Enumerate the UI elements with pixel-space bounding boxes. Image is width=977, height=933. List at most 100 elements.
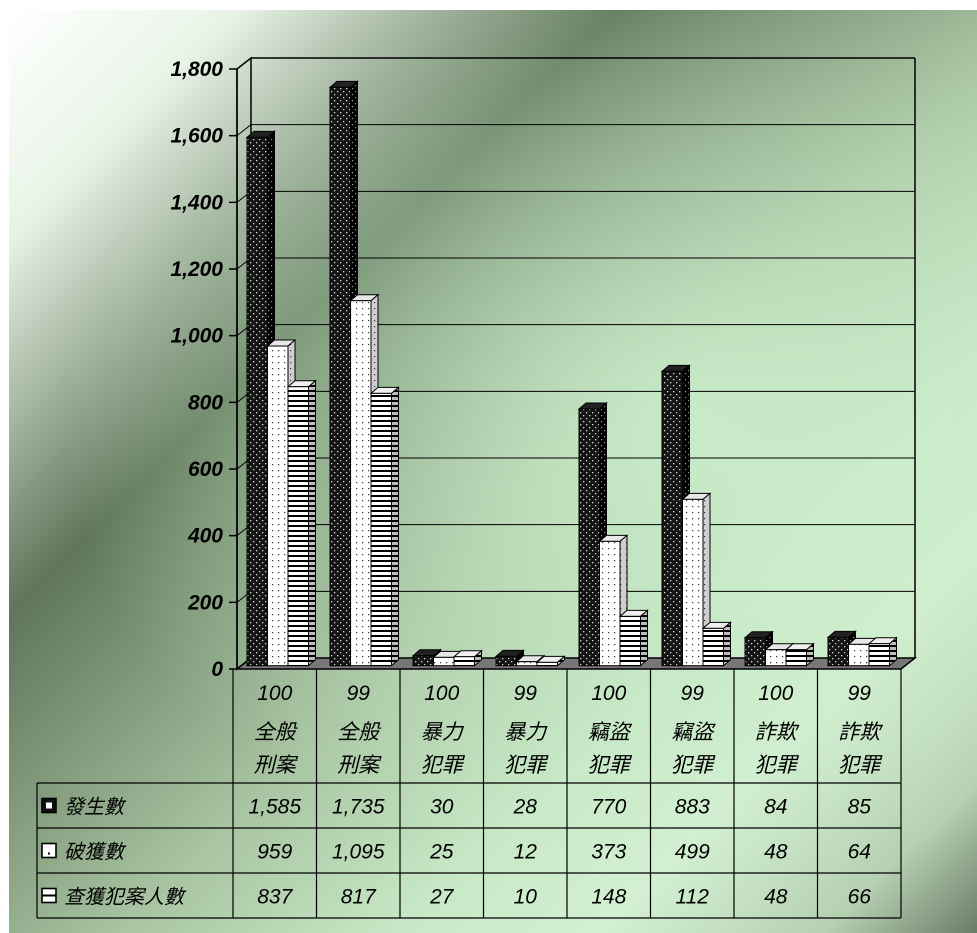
data-cell: 25 <box>429 841 454 864</box>
bar-front <box>329 86 351 667</box>
category-name-line1: 詐欺 <box>838 720 883 744</box>
category-year: 100 <box>591 682 626 705</box>
y-tick-label: 1,400 <box>170 191 223 214</box>
bar-side <box>640 609 648 667</box>
bar-front <box>848 643 870 667</box>
category-name-line1: 全般 <box>254 720 299 744</box>
category-name-line1: 詐欺 <box>755 720 800 744</box>
y-tick-label: 400 <box>187 525 223 548</box>
data-cell: 770 <box>591 796 626 819</box>
y-tick-label: 1,600 <box>170 125 223 148</box>
bar-front <box>661 370 683 667</box>
bar <box>784 642 815 667</box>
bar <box>618 609 649 667</box>
bar-front <box>453 656 475 667</box>
data-cell: 883 <box>675 796 710 819</box>
category-name-line2: 犯罪 <box>755 753 800 777</box>
data-cell: 112 <box>676 886 710 909</box>
bars <box>245 80 898 667</box>
category-name-line2: 犯罪 <box>421 753 466 777</box>
bar-front <box>785 649 807 667</box>
data-cell: 12 <box>514 841 538 864</box>
bar-front <box>827 636 849 667</box>
bar-front <box>267 345 289 667</box>
bar-front <box>536 661 558 667</box>
data-cell: 837 <box>257 886 293 909</box>
data-cell: 28 <box>513 796 538 819</box>
bar-front <box>495 655 517 667</box>
data-cell: 1,095 <box>332 841 385 864</box>
data-cell: 64 <box>848 841 871 864</box>
data-cell: 30 <box>430 796 454 819</box>
y-tick-label: 1,000 <box>170 325 223 348</box>
bar-front <box>350 300 372 667</box>
bar-side <box>391 386 399 667</box>
bar <box>452 649 483 667</box>
category-year: 100 <box>758 682 793 705</box>
bar-front <box>682 498 704 667</box>
bar-front <box>702 627 724 667</box>
y-tick-label: 200 <box>187 591 223 614</box>
data-cell: 817 <box>341 886 377 909</box>
legend-key-inner <box>46 802 52 809</box>
data-cell: 66 <box>848 886 872 909</box>
category-year: 100 <box>257 682 292 705</box>
data-cell: 48 <box>764 886 788 909</box>
category-name-line2: 刑案 <box>337 753 382 777</box>
category-name-line1: 全般 <box>337 720 382 744</box>
data-cell: 27 <box>429 886 455 909</box>
category-year: 99 <box>681 682 705 705</box>
category-year: 100 <box>424 682 459 705</box>
bar-side <box>723 621 731 667</box>
chart-background-glow <box>9 10 977 933</box>
bar-front <box>516 661 538 667</box>
data-cell: 10 <box>514 886 538 909</box>
bar <box>867 636 898 667</box>
y-axis-ticks: 0 200 400 600 800 1,000 1,200 1,400 1,600 1,800 <box>170 58 238 681</box>
data-cell: 1,585 <box>248 796 301 819</box>
legend-key <box>41 842 57 859</box>
data-cell: 373 <box>591 841 626 864</box>
category-year: 99 <box>514 682 538 705</box>
category-year: 99 <box>347 682 371 705</box>
bar-front <box>765 649 787 667</box>
bar <box>369 386 400 667</box>
data-cell: 1,735 <box>332 796 385 819</box>
bar-front <box>868 643 890 667</box>
y-tick-label: 600 <box>188 458 223 481</box>
bar-front <box>599 540 621 667</box>
bar-front <box>578 408 600 667</box>
bar-front <box>287 386 309 667</box>
data-cell: 85 <box>848 796 872 819</box>
category-name-line2: 刑案 <box>254 753 299 777</box>
category-name-line1: 暴力 <box>421 720 465 744</box>
bar <box>681 492 712 667</box>
y-tick-label: 1,800 <box>170 58 223 81</box>
data-cell: 148 <box>591 886 626 909</box>
bar-front <box>619 615 641 667</box>
category-year: 99 <box>848 682 872 705</box>
data-cell: 499 <box>675 841 710 864</box>
y-tick-label: 0 <box>211 658 223 681</box>
gridline-side <box>236 124 252 137</box>
bar-front <box>433 656 455 667</box>
legend-label: 破獲數 <box>64 840 127 864</box>
data-cell: 959 <box>257 841 292 864</box>
y-tick-label: 1,200 <box>170 258 223 281</box>
category-name-line1: 暴力 <box>504 720 548 744</box>
bar <box>701 621 732 667</box>
category-name-line1: 竊盜 <box>588 720 633 744</box>
bar <box>535 655 566 667</box>
legend-label: 查獲犯案人數 <box>64 885 187 909</box>
y-tick-label: 800 <box>188 391 223 414</box>
category-name-line2: 犯罪 <box>838 753 883 777</box>
data-cell: 48 <box>764 841 788 864</box>
bar-front <box>370 392 392 667</box>
gridline-side <box>236 57 252 70</box>
category-name-line2: 犯罪 <box>671 753 716 777</box>
bar-side <box>308 379 316 667</box>
data-cell: 84 <box>764 796 787 819</box>
category-name-line1: 竊盜 <box>671 720 716 744</box>
